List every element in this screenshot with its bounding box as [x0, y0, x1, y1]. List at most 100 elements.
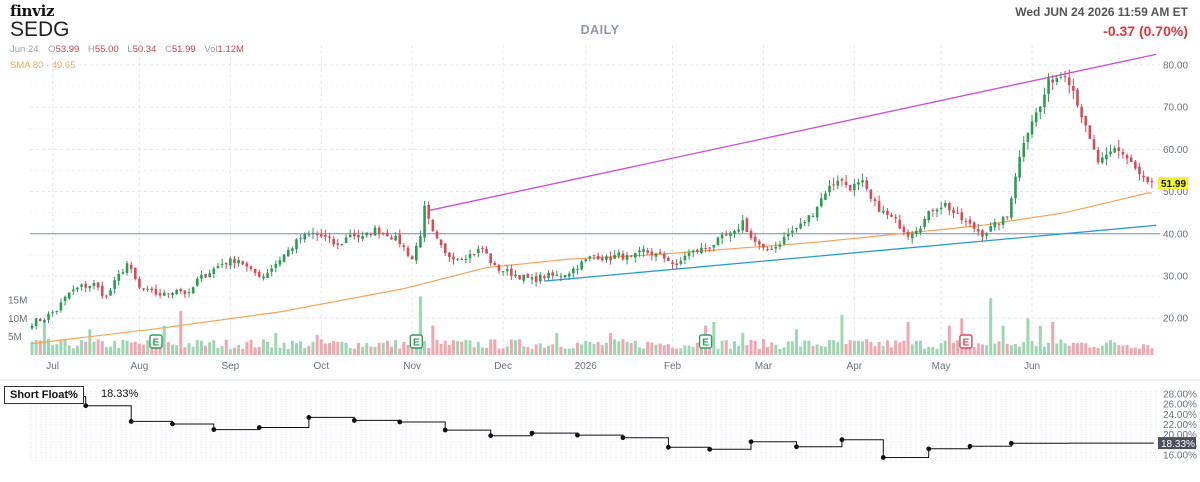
- candle-body: [1096, 150, 1100, 163]
- candle: [427, 201, 431, 225]
- candle: [1072, 78, 1075, 100]
- volume-bar: [617, 341, 621, 355]
- candle-body: [592, 254, 596, 256]
- volume-bar: [38, 340, 42, 355]
- candle: [861, 173, 864, 187]
- candle-body: [481, 247, 484, 249]
- volume-bar: [294, 343, 298, 355]
- candle: [890, 212, 893, 218]
- volume-bar: [356, 342, 360, 355]
- close-value: 51.99: [171, 44, 196, 55]
- volume-bar: [716, 349, 720, 355]
- candle: [1092, 134, 1096, 150]
- volume-bar: [179, 311, 183, 355]
- volume-bar: [580, 344, 584, 355]
- candle-body: [811, 215, 815, 217]
- candle: [927, 210, 931, 223]
- volume-bar: [600, 345, 604, 355]
- candle-body: [113, 280, 116, 290]
- volume-bar: [290, 340, 294, 355]
- candle-body: [782, 236, 786, 244]
- candle: [881, 205, 885, 215]
- candle: [547, 270, 550, 282]
- candle-body: [171, 293, 174, 296]
- candle-body: [757, 241, 761, 245]
- candle: [406, 245, 410, 258]
- candle-body: [406, 247, 410, 256]
- candle-body: [435, 231, 439, 239]
- volume-bar: [369, 346, 373, 355]
- volume-bar: [761, 338, 765, 355]
- candle: [555, 270, 559, 277]
- candle: [1088, 124, 1092, 140]
- candle: [1018, 150, 1021, 182]
- short-float-point: [748, 439, 754, 445]
- candle-body: [505, 269, 509, 272]
- candle-body: [538, 274, 542, 282]
- candle-body: [720, 234, 724, 239]
- candle-body: [931, 210, 935, 212]
- earnings-box: [698, 334, 713, 349]
- candle: [299, 234, 302, 244]
- volume-bar: [129, 342, 133, 355]
- candle: [204, 273, 207, 279]
- volume-bar: [212, 340, 216, 355]
- volume-bar: [910, 344, 914, 355]
- volume-bar: [596, 341, 600, 355]
- candle: [1138, 162, 1141, 181]
- volume-bar: [513, 340, 517, 355]
- volume-bar: [224, 339, 228, 355]
- candle: [724, 230, 728, 236]
- candle-body: [307, 234, 311, 236]
- volume-bar: [952, 342, 956, 355]
- candle: [167, 293, 170, 298]
- candle-body: [274, 263, 278, 268]
- date-tick-label: Oct: [313, 361, 329, 372]
- candle: [410, 255, 414, 260]
- candle: [361, 231, 364, 241]
- volume-bar: [890, 347, 894, 355]
- candle-body: [687, 252, 691, 256]
- candle-body: [526, 274, 530, 278]
- candle-body: [596, 255, 600, 260]
- candle-body: [1001, 216, 1005, 225]
- candle-body: [700, 247, 703, 253]
- candle-body: [956, 212, 959, 214]
- candle-body: [150, 288, 154, 291]
- candle-body: [1088, 125, 1092, 140]
- candle-body: [518, 275, 521, 280]
- candle: [472, 253, 476, 257]
- volume-tick-label: 5M: [8, 332, 22, 343]
- candle: [580, 259, 583, 271]
- volume-bar: [323, 343, 327, 355]
- candle-body: [853, 184, 856, 191]
- volume-bar: [749, 339, 753, 355]
- candle: [977, 223, 980, 236]
- date-tick-label: Apr: [847, 361, 863, 372]
- candle-body: [452, 256, 455, 260]
- candle-body: [981, 230, 984, 237]
- volume-bar: [733, 341, 736, 355]
- volume-bar: [423, 340, 427, 355]
- sf-current-bg: [1158, 437, 1196, 450]
- candle: [253, 268, 257, 276]
- volume-bar: [708, 348, 712, 355]
- volume-bar: [385, 340, 389, 355]
- candle-body: [1150, 181, 1154, 183]
- candle: [708, 247, 712, 253]
- datetime-stamp: Wed JUN 24 2026 11:59 AM ET: [1015, 5, 1188, 19]
- candle-body: [1067, 77, 1071, 86]
- candle: [348, 229, 352, 238]
- volume-bar: [865, 339, 869, 355]
- volume-bar: [642, 348, 646, 355]
- short-float-point: [170, 421, 175, 427]
- sf-tick-label: 24.00%: [1163, 410, 1197, 421]
- candle-body: [43, 320, 46, 323]
- volume-bar: [352, 348, 356, 355]
- candle: [815, 205, 819, 222]
- candle: [92, 280, 96, 290]
- candle-body: [1125, 154, 1129, 159]
- candle: [121, 269, 125, 275]
- candle-body: [977, 229, 980, 232]
